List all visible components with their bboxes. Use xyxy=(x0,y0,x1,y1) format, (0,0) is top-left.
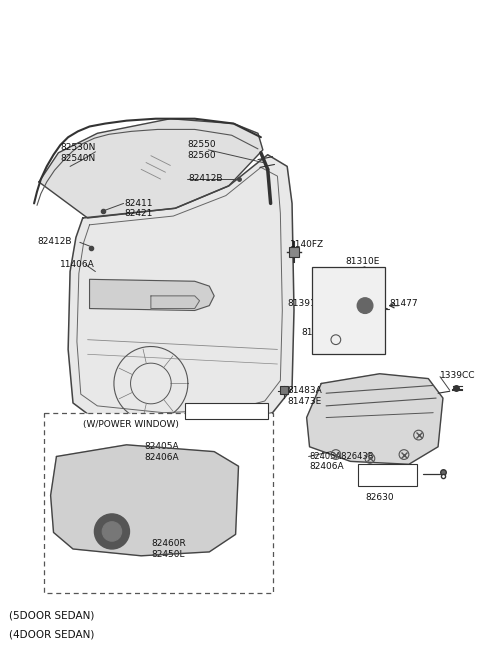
Text: 82560: 82560 xyxy=(187,151,216,160)
Text: 81391E: 81391E xyxy=(287,298,322,308)
Text: 81359A: 81359A xyxy=(343,279,378,289)
Circle shape xyxy=(95,514,130,549)
Text: (W/POWER WINDOW): (W/POWER WINDOW) xyxy=(84,420,180,430)
Circle shape xyxy=(357,298,373,314)
Text: 82411: 82411 xyxy=(125,199,153,207)
Text: 82450L: 82450L xyxy=(151,550,184,559)
Polygon shape xyxy=(68,155,294,425)
Text: REF.60-760: REF.60-760 xyxy=(201,406,251,415)
Text: 81477: 81477 xyxy=(389,298,418,308)
Text: 81371B: 81371B xyxy=(302,328,336,337)
Text: 82641: 82641 xyxy=(373,470,402,480)
Polygon shape xyxy=(50,445,239,556)
Text: 82421: 82421 xyxy=(125,209,153,218)
Text: 82405A82643B: 82405A82643B xyxy=(310,451,374,461)
Circle shape xyxy=(102,522,122,541)
Text: 81310E: 81310E xyxy=(346,257,380,266)
Text: 82460R: 82460R xyxy=(151,539,186,548)
Text: 81473E: 81473E xyxy=(287,397,322,406)
Bar xyxy=(312,267,384,354)
Bar xyxy=(289,247,299,257)
Text: 81483A: 81483A xyxy=(287,386,322,396)
Bar xyxy=(280,386,288,394)
Text: 82412B: 82412B xyxy=(188,174,222,183)
Text: 11406A: 11406A xyxy=(60,260,95,269)
Bar xyxy=(44,413,273,593)
Text: 82406A: 82406A xyxy=(144,453,179,462)
Polygon shape xyxy=(90,279,214,310)
Text: (4DOOR SEDAN): (4DOOR SEDAN) xyxy=(9,629,95,640)
Text: 82550: 82550 xyxy=(187,140,216,149)
Text: 82406A: 82406A xyxy=(310,462,344,472)
Text: 82540N: 82540N xyxy=(60,154,96,163)
Text: 82405A: 82405A xyxy=(144,442,179,451)
Polygon shape xyxy=(151,296,200,308)
Text: 82412B: 82412B xyxy=(37,237,72,247)
Polygon shape xyxy=(39,119,263,218)
Polygon shape xyxy=(307,374,443,464)
Text: 82630: 82630 xyxy=(365,493,394,502)
Text: 1140FZ: 1140FZ xyxy=(290,240,324,249)
Text: 81359B: 81359B xyxy=(343,290,378,299)
Text: 82530N: 82530N xyxy=(60,143,96,152)
Text: 1339CC: 1339CC xyxy=(440,371,476,380)
Bar xyxy=(185,403,268,419)
Text: (5DOOR SEDAN): (5DOOR SEDAN) xyxy=(9,610,95,621)
Text: 81320E: 81320E xyxy=(346,267,380,276)
Bar xyxy=(358,464,417,485)
